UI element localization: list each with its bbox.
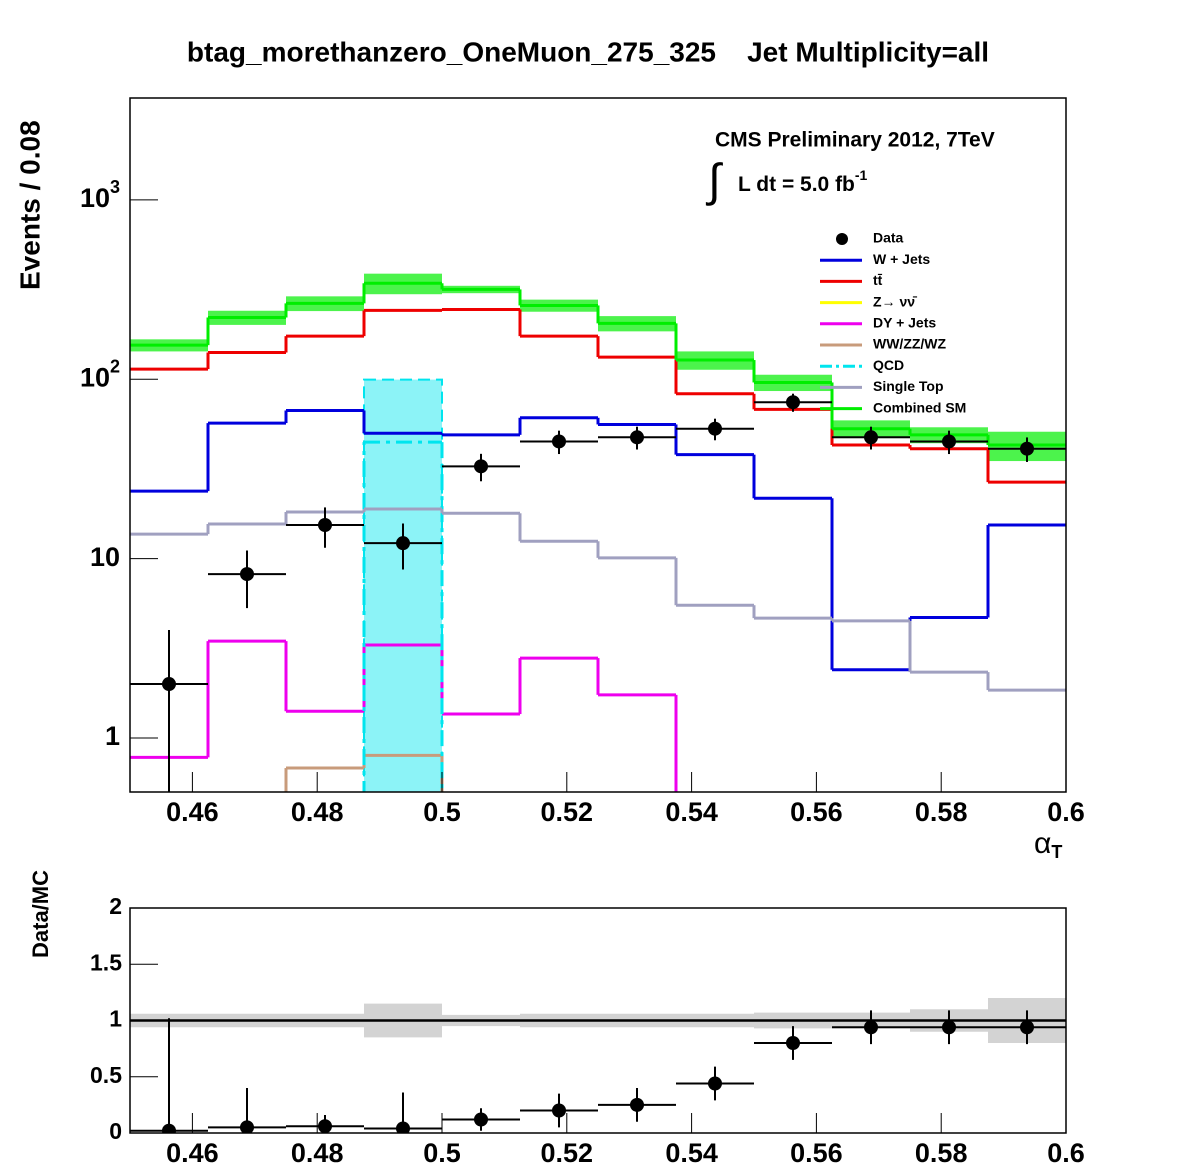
legend-label: QCD: [873, 357, 904, 373]
data-point: [1020, 441, 1034, 456]
x-tick-label: 0.46: [166, 797, 219, 827]
x-tick-label: 0.56: [790, 797, 843, 827]
data-point: [942, 434, 956, 449]
x-tick-label: 0.54: [665, 1138, 718, 1168]
data-point: [474, 459, 488, 474]
ratio-point: [318, 1119, 332, 1133]
x-tick-label: 0.54: [665, 797, 718, 827]
ratio-point: [1020, 1020, 1034, 1035]
y-tick-label: 103: [80, 177, 120, 213]
y-axis-label: Events / 0.08: [14, 120, 45, 290]
data-point: [396, 536, 410, 551]
y-tick-label: 1.5: [90, 949, 122, 975]
x-tick-label: 0.52: [541, 797, 594, 827]
lumi-text: L dt = 5.0 fb: [738, 173, 855, 196]
annotation: CMS Preliminary 2012, 7TeV: [715, 129, 995, 152]
frame: [129, 97, 1067, 793]
x-tick-label: 0.5: [423, 797, 461, 827]
x-tick-label: 0.6: [1047, 1138, 1085, 1168]
tick-exponent: 3: [110, 177, 120, 197]
ratio-point: [708, 1076, 722, 1091]
data-point: [552, 434, 566, 449]
ratio-point: [552, 1103, 566, 1118]
y-tick-label: 1: [105, 721, 120, 751]
data-point: [630, 430, 644, 445]
ratio-point: [162, 1123, 176, 1133]
legend-marker: [836, 233, 848, 245]
legend-label: Data: [873, 230, 904, 246]
data-point: [162, 677, 176, 692]
ratio-point: [474, 1112, 488, 1127]
tick-base: 10: [80, 362, 110, 392]
y-tick-label: 1: [109, 1006, 122, 1032]
lumi-integral: ∫: [705, 154, 723, 206]
x-label-sub: T: [1051, 842, 1062, 862]
x-axis-label: αT: [1034, 827, 1062, 862]
x-tick-label: 0.6: [1047, 797, 1085, 827]
data-point: [318, 518, 332, 533]
tick-exponent: 2: [110, 356, 120, 376]
ratio-point: [630, 1097, 644, 1112]
ratio-area: [130, 998, 1066, 1133]
ratio-point: [864, 1020, 878, 1035]
data-point: [708, 421, 722, 436]
uncertainty-band: [363, 378, 443, 792]
x-tick-label: 0.58: [915, 1138, 968, 1168]
legend-label: WW/ZZ/WZ: [873, 336, 947, 352]
data-point: [864, 430, 878, 445]
legend-label: Combined SM: [873, 399, 966, 415]
data-point: [786, 395, 800, 410]
x-tick-label: 0.52: [541, 1138, 594, 1168]
lumi-exp: -1: [855, 167, 868, 183]
chart-title: btag_morethanzero_OneMuon_275_325 Jet Mu…: [187, 36, 989, 67]
lumi: L dt = 5.0 fb-1: [738, 167, 868, 196]
plot-area: [130, 273, 1066, 792]
ratio-point: [396, 1121, 410, 1133]
y-tick-label: 102: [80, 356, 120, 392]
legend-label: DY + Jets: [873, 315, 936, 331]
ratio-point: [240, 1120, 254, 1133]
legend-label: Z→ νν̄: [873, 293, 918, 309]
legend-label: Single Top: [873, 378, 944, 394]
x-tick-label: 0.5: [423, 1138, 461, 1168]
ratio-point: [786, 1036, 800, 1050]
x-tick-label: 0.48: [291, 1138, 344, 1168]
x-label-main: α: [1034, 827, 1051, 860]
tick-base: 10: [80, 183, 110, 213]
data-point: [240, 567, 254, 582]
legend-label: W + Jets: [873, 251, 930, 267]
x-tick-label: 0.58: [915, 797, 968, 827]
x-tick-label: 0.56: [790, 1138, 843, 1168]
x-tick-label: 0.48: [291, 797, 344, 827]
ratio-point: [942, 1020, 956, 1035]
y-tick-label: 2: [109, 893, 122, 919]
y-tick-label: 10: [90, 542, 120, 572]
x-tick-label: 0.46: [166, 1138, 219, 1168]
y-tick-label: 0.5: [90, 1062, 122, 1088]
y-axis-label: Data/MC: [28, 870, 53, 958]
y-tick-label: 0: [109, 1118, 122, 1144]
legend-label: tt̄: [873, 272, 883, 288]
